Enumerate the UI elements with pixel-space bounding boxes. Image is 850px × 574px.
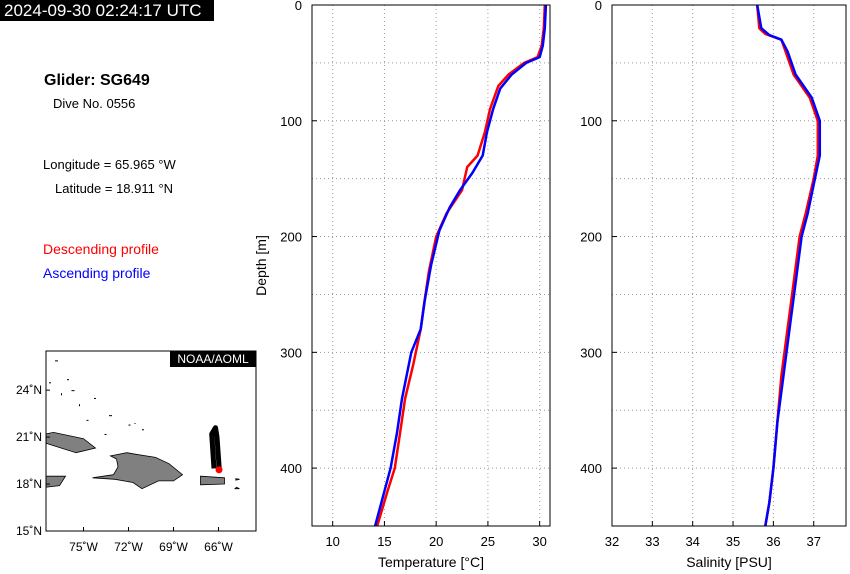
salinity-x-label: Salinity [PSU] [686, 554, 772, 570]
temperature-y-ticks: 0 100 200 300 400 [280, 0, 317, 476]
map-lon-tick-label: 72˚W [114, 540, 143, 554]
landmass [45, 475, 67, 488]
depth-y-label: Depth [m] [253, 235, 269, 296]
legend-descending: Descending profile [43, 241, 159, 257]
map-lon-tick-label: 66˚W [204, 540, 233, 554]
glider-position-marker [215, 466, 223, 474]
temperature-profile-chart: 10 15 20 25 30 0 100 200 300 400 Temperature [°C… [253, 0, 551, 570]
map-credit-box [170, 351, 256, 367]
x-tick-label: 30 [532, 534, 546, 549]
map-lat-tick-label: 24˚N [16, 383, 42, 397]
islet [86, 419, 89, 421]
salinity-grid [611, 4, 846, 526]
ascending-profile-line [373, 4, 548, 527]
map-lat-tick-label: 21˚N [16, 430, 42, 444]
islet [79, 404, 80, 407]
y-tick-label: 0 [595, 0, 602, 13]
dive-number: Dive No. 0556 [53, 96, 136, 111]
y-tick-label: 100 [280, 114, 302, 129]
salinity-x-ticks: 32 33 34 35 36 37 [605, 521, 821, 549]
landmass [45, 431, 97, 454]
y-tick-label: 300 [280, 345, 302, 360]
salinity-y-ticks: 0 100 200 300 400 [580, 0, 617, 476]
glider-track [209, 425, 223, 474]
islet [55, 360, 58, 362]
x-tick-label: 15 [377, 534, 391, 549]
x-tick-label: 32 [605, 534, 619, 549]
map-lon-ticks: 75˚W 72˚W 69˚W 66˚W [69, 527, 234, 554]
x-tick-label: 20 [429, 534, 443, 549]
map-landmasses [45, 360, 240, 490]
x-tick-label: 10 [325, 534, 339, 549]
legend-ascending: Ascending profile [43, 265, 151, 281]
glider-title: Glider: SG649 [44, 72, 150, 89]
map-lon-tick-label: 69˚W [159, 540, 188, 554]
y-tick-label: 200 [580, 230, 602, 245]
islet [104, 433, 107, 435]
salinity-series [755, 4, 822, 527]
islet [61, 393, 62, 396]
glider-track-line [209, 425, 222, 471]
landmass [92, 452, 184, 490]
map-lon-tick-label: 75˚W [69, 540, 98, 554]
islet [67, 379, 69, 381]
x-tick-label: 25 [481, 534, 495, 549]
x-tick-label: 36 [766, 534, 780, 549]
islet [49, 382, 51, 384]
salinity-plot-frame [611, 4, 847, 527]
longitude-readout: Longitude = 65.965 °W [43, 157, 176, 172]
islet [71, 390, 75, 392]
islet [128, 424, 131, 426]
temperature-series [373, 4, 548, 527]
islet [134, 423, 136, 424]
x-tick-label: 33 [645, 534, 659, 549]
x-tick-label: 34 [685, 534, 699, 549]
descending-profile-line [755, 4, 820, 527]
islet [94, 397, 96, 399]
x-tick-label: 35 [726, 534, 740, 549]
y-tick-label: 400 [280, 461, 302, 476]
map-lat-tick-label: 15˚N [16, 524, 42, 538]
landmass [234, 486, 240, 490]
y-tick-label: 400 [580, 461, 602, 476]
ascending-profile-line [755, 4, 822, 527]
temperature-plot-frame [311, 4, 551, 527]
temperature-grid [312, 4, 550, 526]
map-frame [45, 350, 257, 532]
location-map: NOAA/AOML 24˚N 21˚N 18˚N 15˚N 75˚W 72˚W 69˚W 6… [16, 350, 257, 554]
y-tick-label: 300 [580, 345, 602, 360]
map-lat-ticks: 24˚N 21˚N 18˚N 15˚N [16, 383, 50, 538]
y-tick-label: 100 [580, 114, 602, 129]
y-tick-label: 0 [295, 0, 302, 13]
temperature-x-ticks: 10 15 20 25 30 [325, 521, 547, 549]
x-tick-label: 37 [806, 534, 820, 549]
landmass [200, 475, 225, 486]
y-tick-label: 200 [280, 230, 302, 245]
latitude-readout: Latitude = 18.911 °N [55, 181, 174, 196]
descending-profile-line [376, 4, 547, 527]
map-credit: NOAA/AOML [177, 352, 249, 366]
landmass [235, 478, 240, 481]
timestamp: 2024-09-30 02:24:17 UTC [0, 0, 214, 21]
map-lat-tick-label: 18˚N [16, 477, 42, 491]
islet [109, 415, 112, 417]
salinity-profile-chart: 32 33 34 35 36 37 0 100 200 300 400 Salinity [PSU… [580, 0, 847, 570]
temperature-x-label: Temperature [°C] [378, 554, 484, 570]
islet [142, 429, 144, 431]
